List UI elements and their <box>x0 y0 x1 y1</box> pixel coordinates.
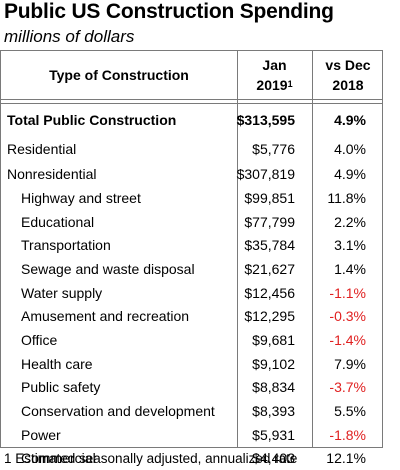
row-change: 7.9% <box>334 356 366 372</box>
header-period-month: Jan <box>262 57 287 73</box>
row-amount: $21,627 <box>244 261 295 277</box>
row-label: Total Public Construction <box>7 112 177 128</box>
row-label: Transportation <box>21 237 111 253</box>
row-change: -3.7% <box>329 379 366 395</box>
total-row: Total Public Construction $313,595 4.9% <box>1 109 384 131</box>
row-change: 11.8% <box>327 190 366 206</box>
header-change-line2: 2018 <box>332 77 364 93</box>
table-row: Conservation and development $8,393 5.5% <box>1 400 384 422</box>
table-row: Public safety $8,834 -3.7% <box>1 376 384 398</box>
row-change: 4.9% <box>334 166 366 182</box>
table-row: Water supply $12,456 -1.1% <box>1 282 384 304</box>
row-change: 12.1% <box>326 450 366 466</box>
row-amount: $99,851 <box>244 190 295 206</box>
table-row: Power $5,931 -1.8% <box>1 424 384 446</box>
row-label: Public safety <box>21 379 101 395</box>
row-amount: $35,784 <box>244 237 295 253</box>
header-type: Type of Construction <box>49 67 189 83</box>
row-change: 1.4% <box>334 261 366 277</box>
row-change: 2.2% <box>334 214 366 230</box>
row-label: Residential <box>7 141 77 157</box>
header-period: Jan 20191 <box>237 51 312 99</box>
table-row: Nonresidential $307,819 4.9% <box>1 163 384 185</box>
header-divider <box>1 103 382 104</box>
row-amount: $12,456 <box>244 285 295 301</box>
header-period-year: 2019 <box>256 77 288 93</box>
table-row: Amusement and recreation $12,295 -0.3% <box>1 305 384 327</box>
row-label: Educational <box>21 214 95 230</box>
row-change: 4.9% <box>334 112 366 128</box>
row-amount: $313,595 <box>236 112 295 128</box>
row-amount: $5,931 <box>252 427 295 443</box>
table-row: Health care $9,102 7.9% <box>1 353 384 375</box>
spending-table: Type of Construction Jan 20191 vs Dec 20… <box>0 50 384 466</box>
row-label: Nonresidential <box>7 166 97 182</box>
row-label: Commercial <box>21 450 96 466</box>
table-row: Highway and street $99,851 11.8% <box>1 187 384 209</box>
row-amount: $12,295 <box>244 308 295 324</box>
row-label: Health care <box>21 356 93 372</box>
table-row: Educational $77,799 2.2% <box>1 211 384 233</box>
row-amount: $8,834 <box>252 379 295 395</box>
table-row: Transportation $35,784 3.1% <box>1 234 384 256</box>
table-row: Sewage and waste disposal $21,627 1.4% <box>1 258 384 280</box>
column-divider <box>237 51 238 447</box>
row-change: -1.4% <box>329 332 366 348</box>
row-amount: $4,403 <box>252 450 295 466</box>
row-change: -0.3% <box>329 308 366 324</box>
row-change: -1.8% <box>329 427 366 443</box>
row-amount: $77,799 <box>244 214 295 230</box>
row-amount: $5,776 <box>252 141 295 157</box>
row-label: Highway and street <box>21 190 141 206</box>
row-change: 4.0% <box>334 141 366 157</box>
row-label: Amusement and recreation <box>21 308 190 324</box>
row-label: Sewage and waste disposal <box>21 261 195 277</box>
page-title: Public US Construction Spending <box>4 0 334 23</box>
header-change-line1: vs Dec <box>325 57 371 73</box>
column-divider <box>312 51 313 447</box>
row-amount: $307,819 <box>236 166 295 182</box>
row-label: Conservation and development <box>21 403 215 419</box>
footnote-marker: 1 <box>287 79 293 89</box>
row-change: -1.1% <box>329 285 366 301</box>
table-row: Office $9,681 -1.4% <box>1 329 384 351</box>
row-change: 5.5% <box>334 403 366 419</box>
footnote: 1 Estimated seasonally adjusted, annuali… <box>4 451 298 466</box>
row-label: Water supply <box>21 285 103 301</box>
header-divider <box>1 99 382 100</box>
table-row: Commercial $4,403 12.1% <box>1 447 384 469</box>
row-amount: $9,102 <box>252 356 295 372</box>
row-change: 3.1% <box>334 237 366 253</box>
row-label: Power <box>21 427 61 443</box>
header-change: vs Dec 2018 <box>312 51 384 99</box>
row-amount: $9,681 <box>252 332 295 348</box>
table-row: Residential $5,776 4.0% <box>1 138 384 160</box>
page-subtitle: millions of dollars <box>4 27 135 46</box>
row-label: Office <box>21 332 58 348</box>
row-amount: $8,393 <box>252 403 295 419</box>
